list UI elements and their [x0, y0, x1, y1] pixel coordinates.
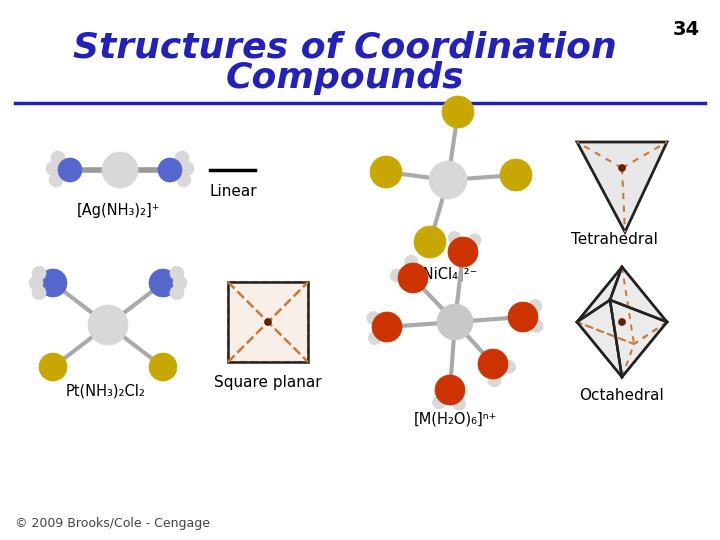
Text: [NiCl₄]²⁻: [NiCl₄]²⁻ [418, 267, 478, 282]
Circle shape [478, 349, 508, 379]
Text: Linear: Linear [210, 184, 257, 199]
Circle shape [390, 269, 403, 282]
Circle shape [618, 319, 626, 326]
Text: © 2009 Brooks/Cole - Cengage: © 2009 Brooks/Cole - Cengage [15, 517, 210, 530]
Circle shape [503, 360, 516, 374]
Circle shape [46, 161, 60, 176]
Circle shape [88, 305, 128, 345]
Circle shape [175, 151, 189, 165]
Circle shape [405, 255, 418, 268]
Circle shape [180, 161, 194, 176]
Circle shape [102, 152, 138, 188]
Circle shape [170, 286, 184, 300]
Polygon shape [610, 267, 667, 322]
Circle shape [32, 266, 46, 280]
Circle shape [370, 156, 402, 188]
Circle shape [366, 312, 380, 325]
Text: [M(H₂O)₆]ⁿ⁺: [M(H₂O)₆]ⁿ⁺ [413, 412, 497, 427]
Text: [Ag(NH₃)₂]⁺: [Ag(NH₃)₂]⁺ [76, 203, 160, 218]
Circle shape [158, 158, 182, 182]
Circle shape [468, 234, 481, 247]
Circle shape [29, 276, 43, 290]
Circle shape [32, 286, 46, 300]
Text: Octahedral: Octahedral [580, 388, 665, 403]
Circle shape [500, 159, 532, 191]
Circle shape [49, 173, 63, 187]
Text: Structures of Coordination: Structures of Coordination [73, 30, 617, 64]
Circle shape [435, 375, 465, 405]
Circle shape [170, 266, 184, 280]
Circle shape [39, 269, 67, 297]
Circle shape [177, 173, 191, 187]
Circle shape [488, 374, 501, 387]
Polygon shape [577, 142, 667, 232]
Text: Pt(NH₃)₂Cl₂: Pt(NH₃)₂Cl₂ [66, 384, 146, 399]
Circle shape [433, 396, 446, 409]
Text: Compounds: Compounds [225, 61, 464, 95]
Circle shape [264, 319, 271, 326]
Circle shape [437, 304, 473, 340]
Circle shape [149, 353, 177, 381]
Circle shape [448, 232, 461, 245]
Polygon shape [577, 300, 622, 377]
Circle shape [528, 300, 541, 313]
Circle shape [149, 269, 177, 297]
Text: Tetrahedral: Tetrahedral [570, 232, 657, 247]
Circle shape [414, 226, 446, 258]
Circle shape [368, 332, 382, 345]
Circle shape [372, 312, 402, 342]
Circle shape [508, 302, 538, 332]
Bar [228, 282, 308, 362]
Polygon shape [610, 300, 667, 377]
Circle shape [173, 276, 187, 290]
Circle shape [452, 397, 466, 410]
Circle shape [429, 161, 467, 199]
Circle shape [398, 263, 428, 293]
Circle shape [442, 96, 474, 128]
Circle shape [58, 158, 82, 182]
Text: 34: 34 [673, 20, 700, 39]
Circle shape [51, 151, 65, 165]
Text: Square planar: Square planar [214, 375, 322, 390]
Polygon shape [577, 267, 622, 322]
Circle shape [39, 353, 67, 381]
Circle shape [618, 165, 626, 172]
Circle shape [530, 320, 543, 333]
Bar [228, 282, 308, 362]
Circle shape [448, 237, 478, 267]
